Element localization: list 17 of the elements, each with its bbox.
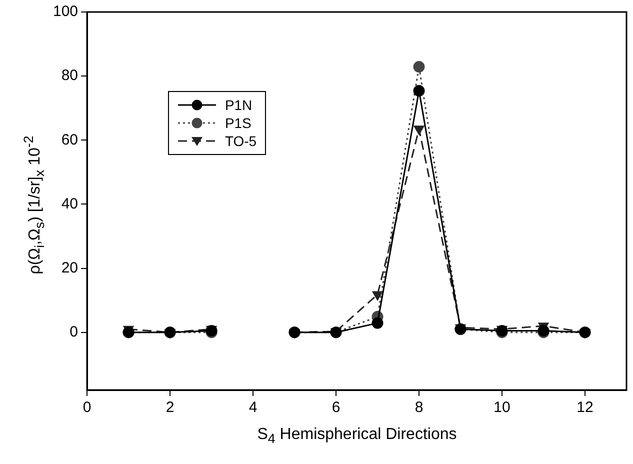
y-tick-label: 60 [61,131,78,148]
y-tick-label: 40 [61,195,78,212]
y-tick-label: 20 [61,259,78,276]
x-tick-label: 4 [248,399,258,416]
x-tick-label: 0 [82,399,92,416]
y-tick-label: 100 [52,3,78,20]
x-tick-label: 8 [414,399,424,416]
legend-label: P1S [224,115,252,132]
x-tick-label: 6 [332,399,340,416]
x-axis-title: S$_{4}$ Hemispherical Directions [257,426,457,446]
y-tick-label: 80 [61,67,78,84]
legend-label: TO-5 [224,133,257,150]
legend-label: P1N [224,97,252,114]
y-tick-label: 0 [70,323,78,340]
x-tick-label: 2 [166,399,174,416]
x-tick-label: 10 [494,399,510,416]
x-tick-label: 12 [576,399,594,416]
